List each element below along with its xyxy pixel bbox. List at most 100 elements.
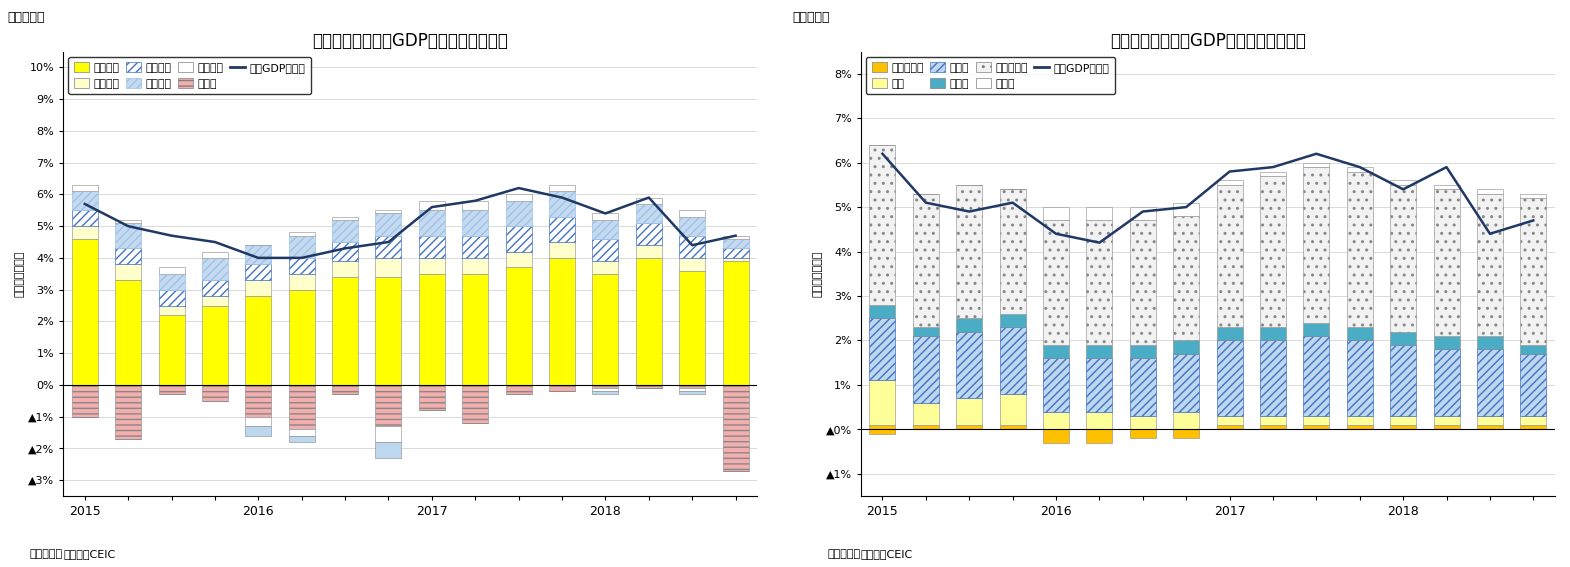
Bar	[680, 236, 705, 258]
Bar	[722, 385, 749, 471]
Bar	[1520, 425, 1546, 429]
Text: （資料）CEIC: （資料）CEIC	[860, 549, 914, 559]
Bar	[722, 248, 749, 258]
Bar	[1433, 416, 1460, 425]
Bar	[1173, 340, 1199, 354]
Bar	[115, 223, 141, 248]
Bar	[592, 274, 619, 385]
Bar	[462, 236, 488, 258]
Bar	[912, 327, 939, 336]
Bar	[1433, 425, 1460, 429]
Bar	[72, 385, 97, 417]
Text: （資料）CEIC: （資料）CEIC	[63, 549, 115, 559]
Bar	[1042, 345, 1069, 358]
Bar	[1042, 429, 1069, 443]
Bar	[115, 385, 141, 439]
Bar	[1389, 180, 1416, 185]
Bar	[550, 217, 575, 242]
Bar	[1173, 429, 1199, 438]
Bar	[419, 236, 444, 258]
Bar	[912, 336, 939, 403]
Bar	[1086, 207, 1113, 221]
Bar	[1086, 358, 1113, 412]
Bar	[1086, 345, 1113, 358]
Bar	[636, 385, 663, 388]
Bar	[550, 385, 575, 391]
Bar	[115, 264, 141, 280]
Bar	[1477, 194, 1502, 336]
Bar	[1042, 221, 1069, 345]
Bar	[912, 425, 939, 429]
Bar	[1347, 327, 1372, 340]
Bar	[506, 226, 532, 252]
Bar	[333, 242, 358, 261]
Bar	[1477, 425, 1502, 429]
Bar	[1477, 336, 1502, 349]
Bar	[203, 385, 228, 401]
Bar	[1303, 163, 1330, 167]
Bar	[1000, 425, 1025, 429]
Bar	[462, 201, 488, 210]
Bar	[203, 280, 228, 296]
Bar	[1042, 207, 1069, 221]
Bar	[289, 290, 314, 385]
Legend: 農林水産業, 鉱業, 製造業, 建設業, サービス業, その他, 実質GDP成長率: 農林水産業, 鉱業, 製造業, 建設業, サービス業, その他, 実質GDP成長…	[867, 57, 1115, 94]
Bar	[636, 197, 663, 204]
Bar	[506, 385, 532, 395]
Bar	[506, 268, 532, 385]
Bar	[1389, 416, 1416, 425]
Bar	[159, 274, 185, 290]
Bar	[1347, 172, 1372, 327]
Bar	[1303, 416, 1330, 425]
Bar	[159, 385, 185, 395]
Bar	[870, 425, 895, 429]
Bar	[375, 385, 402, 426]
Bar	[245, 280, 272, 296]
Bar	[870, 380, 895, 425]
Bar	[203, 296, 228, 306]
Bar	[1261, 416, 1286, 425]
Bar	[72, 239, 97, 385]
Bar	[680, 210, 705, 217]
Bar	[912, 403, 939, 425]
Bar	[1477, 349, 1502, 416]
Bar	[636, 258, 663, 385]
Bar	[289, 274, 314, 290]
Bar	[1000, 314, 1025, 327]
Bar	[722, 258, 749, 261]
Bar	[245, 426, 272, 435]
Bar	[550, 258, 575, 385]
Bar	[1173, 216, 1199, 340]
Bar	[1389, 345, 1416, 416]
Bar	[375, 258, 402, 277]
Bar	[1000, 327, 1025, 393]
Bar	[1000, 393, 1025, 425]
Bar	[419, 201, 444, 210]
Bar	[419, 258, 444, 274]
Bar	[375, 277, 402, 385]
Bar	[956, 398, 983, 425]
Bar	[72, 226, 97, 239]
Bar	[1217, 185, 1242, 327]
Bar	[333, 277, 358, 385]
Bar	[1042, 412, 1069, 429]
Bar	[680, 270, 705, 385]
Bar	[870, 318, 895, 380]
Bar	[1130, 358, 1156, 416]
Bar	[912, 194, 939, 327]
Bar	[462, 274, 488, 385]
Bar	[1433, 189, 1460, 336]
Bar	[1042, 358, 1069, 412]
Bar	[72, 210, 97, 226]
Bar	[870, 305, 895, 318]
Bar	[956, 318, 983, 332]
Text: （四半期）: （四半期）	[827, 549, 860, 559]
Bar	[1130, 416, 1156, 429]
Bar	[203, 306, 228, 385]
Bar	[245, 245, 272, 264]
Bar	[115, 248, 141, 264]
Bar	[419, 274, 444, 385]
Bar	[289, 435, 314, 442]
Bar	[1433, 349, 1460, 416]
Bar	[592, 385, 619, 388]
